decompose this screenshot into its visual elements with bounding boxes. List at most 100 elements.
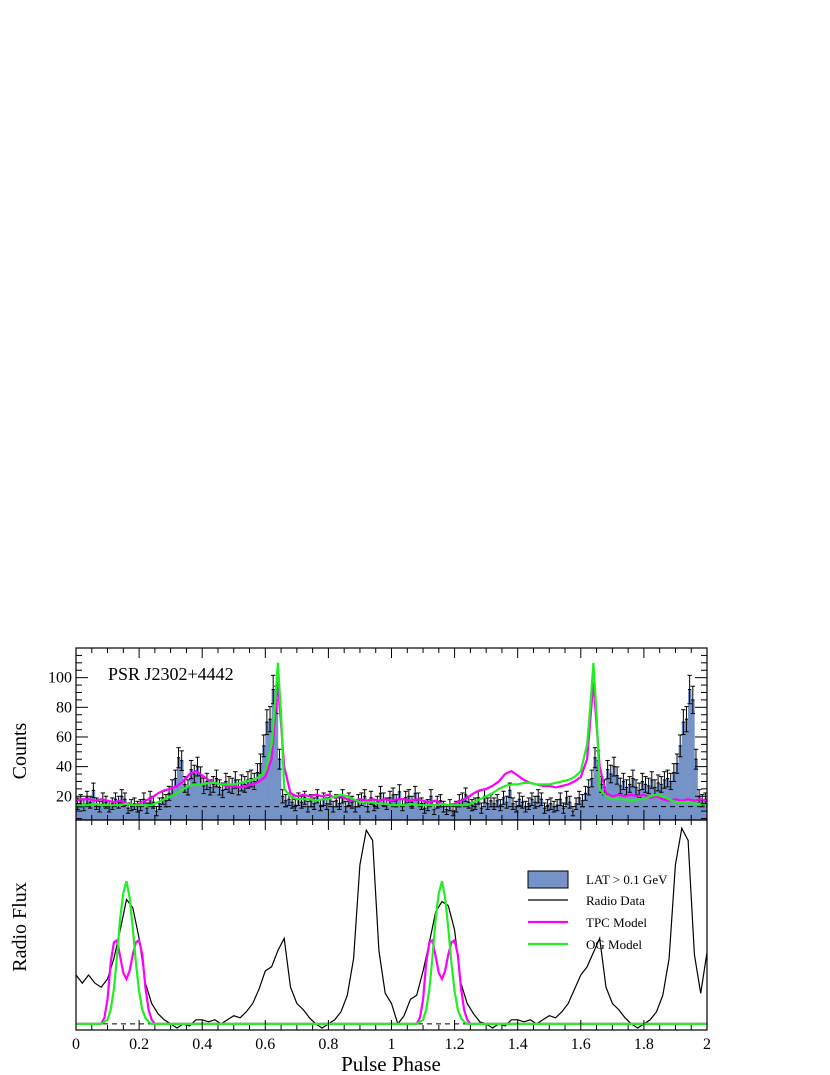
lat-bar xyxy=(404,797,408,820)
lat-error-bar xyxy=(267,706,273,733)
lat-bar xyxy=(552,806,556,820)
lat-error-bar xyxy=(305,800,311,813)
counts-tick-label: 20 xyxy=(56,788,72,805)
lat-bar xyxy=(287,799,291,820)
lat-error-bar xyxy=(526,797,531,810)
lat-error-bar xyxy=(87,795,93,809)
lat-bar xyxy=(637,790,642,820)
lat-bar xyxy=(117,802,121,820)
lat-bar xyxy=(476,797,481,820)
lat-bar xyxy=(353,806,358,820)
lat-bar xyxy=(410,802,414,820)
lat-bar xyxy=(382,799,386,820)
lat-bar xyxy=(640,781,645,820)
lat-bar xyxy=(659,784,664,820)
lat-bar xyxy=(574,803,578,820)
lat-error-bar xyxy=(469,799,475,812)
lat-bar xyxy=(350,802,354,820)
legend-radio-label: Radio Data xyxy=(586,893,645,908)
lat-bar xyxy=(88,802,93,820)
lat-bar xyxy=(101,799,105,820)
lat-error-bar xyxy=(643,776,648,793)
lat-bar xyxy=(375,802,380,820)
phase-tick-label: 0.6 xyxy=(255,1036,275,1053)
counts-axis-label: Counts xyxy=(9,722,31,779)
lat-error-bar xyxy=(621,772,626,791)
lat-error-bar xyxy=(520,795,525,809)
lat-bar xyxy=(306,806,310,820)
lat-bar xyxy=(258,763,263,820)
lat-bar xyxy=(703,799,708,820)
lat-bar xyxy=(325,803,329,820)
lat-bar xyxy=(643,784,648,820)
lat-bar xyxy=(590,778,594,820)
lat-bar xyxy=(596,760,601,820)
lat-bar xyxy=(678,745,683,820)
lat-error-bar xyxy=(558,792,563,807)
lat-error-bar xyxy=(110,797,115,810)
lat-error-bar xyxy=(176,747,181,769)
lat-bar xyxy=(277,759,282,820)
lat-error-bar xyxy=(693,748,699,770)
lat-bar xyxy=(467,802,471,820)
lat-bar xyxy=(530,799,534,820)
lat-bar xyxy=(539,799,544,820)
lat-error-bar xyxy=(614,766,620,785)
lat-error-bar xyxy=(583,785,588,801)
lat-bar xyxy=(615,775,619,820)
lat-error-bar xyxy=(630,769,636,788)
lat-bar xyxy=(479,808,484,820)
phase-tick-label: 1.8 xyxy=(634,1036,654,1053)
lat-bar xyxy=(628,784,632,820)
lat-bar xyxy=(139,805,143,820)
lat-bar xyxy=(407,796,411,820)
lat-bar xyxy=(164,800,168,820)
phase-tick-label: 1.6 xyxy=(571,1036,591,1053)
lat-bar xyxy=(98,806,102,820)
lat-bar xyxy=(621,781,626,820)
lat-bar xyxy=(369,797,373,820)
phase-tick-label: 1.4 xyxy=(508,1036,528,1053)
lat-error-bar xyxy=(264,709,270,736)
phase-tick-label: 1 xyxy=(388,1036,396,1053)
lat-bar xyxy=(363,796,367,820)
lat-bar xyxy=(186,787,190,820)
lat-error-bar xyxy=(674,753,680,774)
og-model-curve-top xyxy=(76,662,708,807)
lat-bar xyxy=(246,779,250,820)
lat-error-bar xyxy=(608,764,613,784)
lat-error-bar xyxy=(542,802,547,814)
lat-error-bar xyxy=(659,776,664,793)
lat-error-bar xyxy=(662,771,667,789)
lat-bar xyxy=(284,800,288,820)
tpc-model-curve-bottom xyxy=(76,938,707,1026)
lat-error-bar xyxy=(517,792,522,807)
lat-bar xyxy=(489,800,493,820)
lat-bar xyxy=(577,797,582,820)
lat-bar xyxy=(435,802,440,820)
lat-error-bar xyxy=(211,776,216,793)
lat-error-bar xyxy=(677,734,683,758)
lat-bar xyxy=(192,774,197,820)
counts-tick-label: 80 xyxy=(56,699,72,716)
lat-bar xyxy=(176,757,181,820)
lat-bar xyxy=(542,808,547,820)
lat-error-bar xyxy=(157,797,162,810)
lat-bar xyxy=(473,803,477,820)
lat-bar xyxy=(602,787,607,820)
lat-bar xyxy=(394,800,399,820)
lat-error-bar xyxy=(548,797,554,810)
lat-bar xyxy=(151,802,156,820)
lat-bar xyxy=(416,799,421,820)
lat-bar xyxy=(274,699,279,820)
phase-tick-label: 0.8 xyxy=(318,1036,338,1053)
counts-tick-label: 40 xyxy=(56,759,72,776)
lat-bar xyxy=(189,769,194,820)
lat-bar xyxy=(255,772,260,820)
lat-bar xyxy=(429,796,433,820)
lat-bar xyxy=(195,766,200,820)
lat-error-bar xyxy=(627,776,632,793)
lat-error-bar xyxy=(536,789,541,804)
lat-bar xyxy=(568,802,572,820)
